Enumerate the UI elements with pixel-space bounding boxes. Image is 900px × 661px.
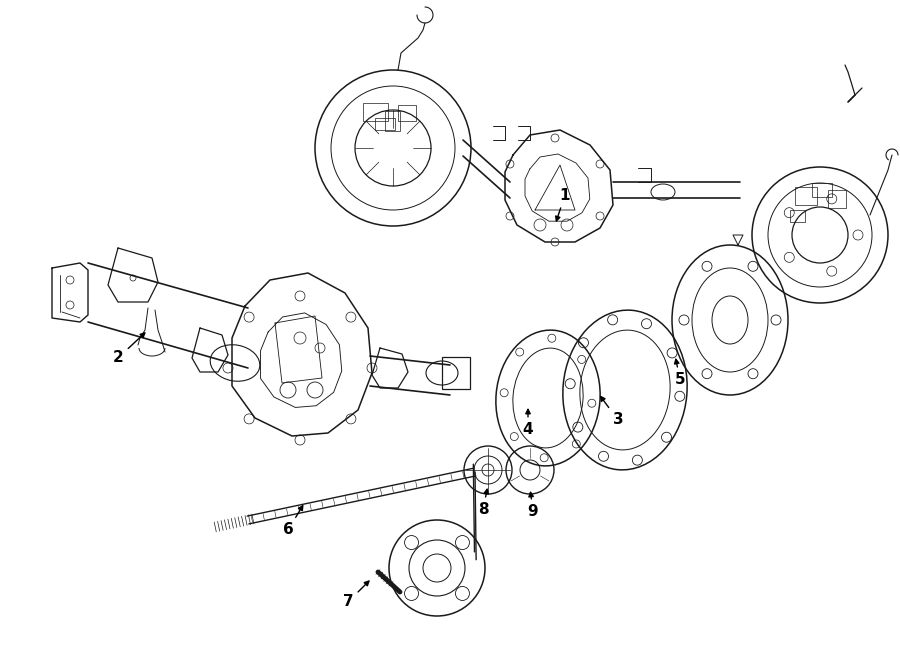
Bar (828, 190, 846, 208)
Bar (442, 357, 470, 389)
Bar (385, 111, 400, 131)
Bar (375, 118, 395, 130)
Text: 5: 5 (674, 359, 685, 387)
Text: 3: 3 (600, 397, 624, 428)
Text: 7: 7 (343, 581, 369, 609)
Bar (795, 187, 817, 205)
Text: 2: 2 (112, 333, 145, 366)
Bar (790, 210, 805, 222)
Text: 4: 4 (523, 409, 534, 438)
Text: 1: 1 (555, 188, 571, 221)
Bar (398, 105, 416, 121)
Text: 8: 8 (478, 489, 489, 518)
Bar (363, 103, 388, 121)
Text: 6: 6 (283, 506, 302, 537)
Bar (812, 183, 832, 197)
Text: 9: 9 (527, 492, 538, 520)
